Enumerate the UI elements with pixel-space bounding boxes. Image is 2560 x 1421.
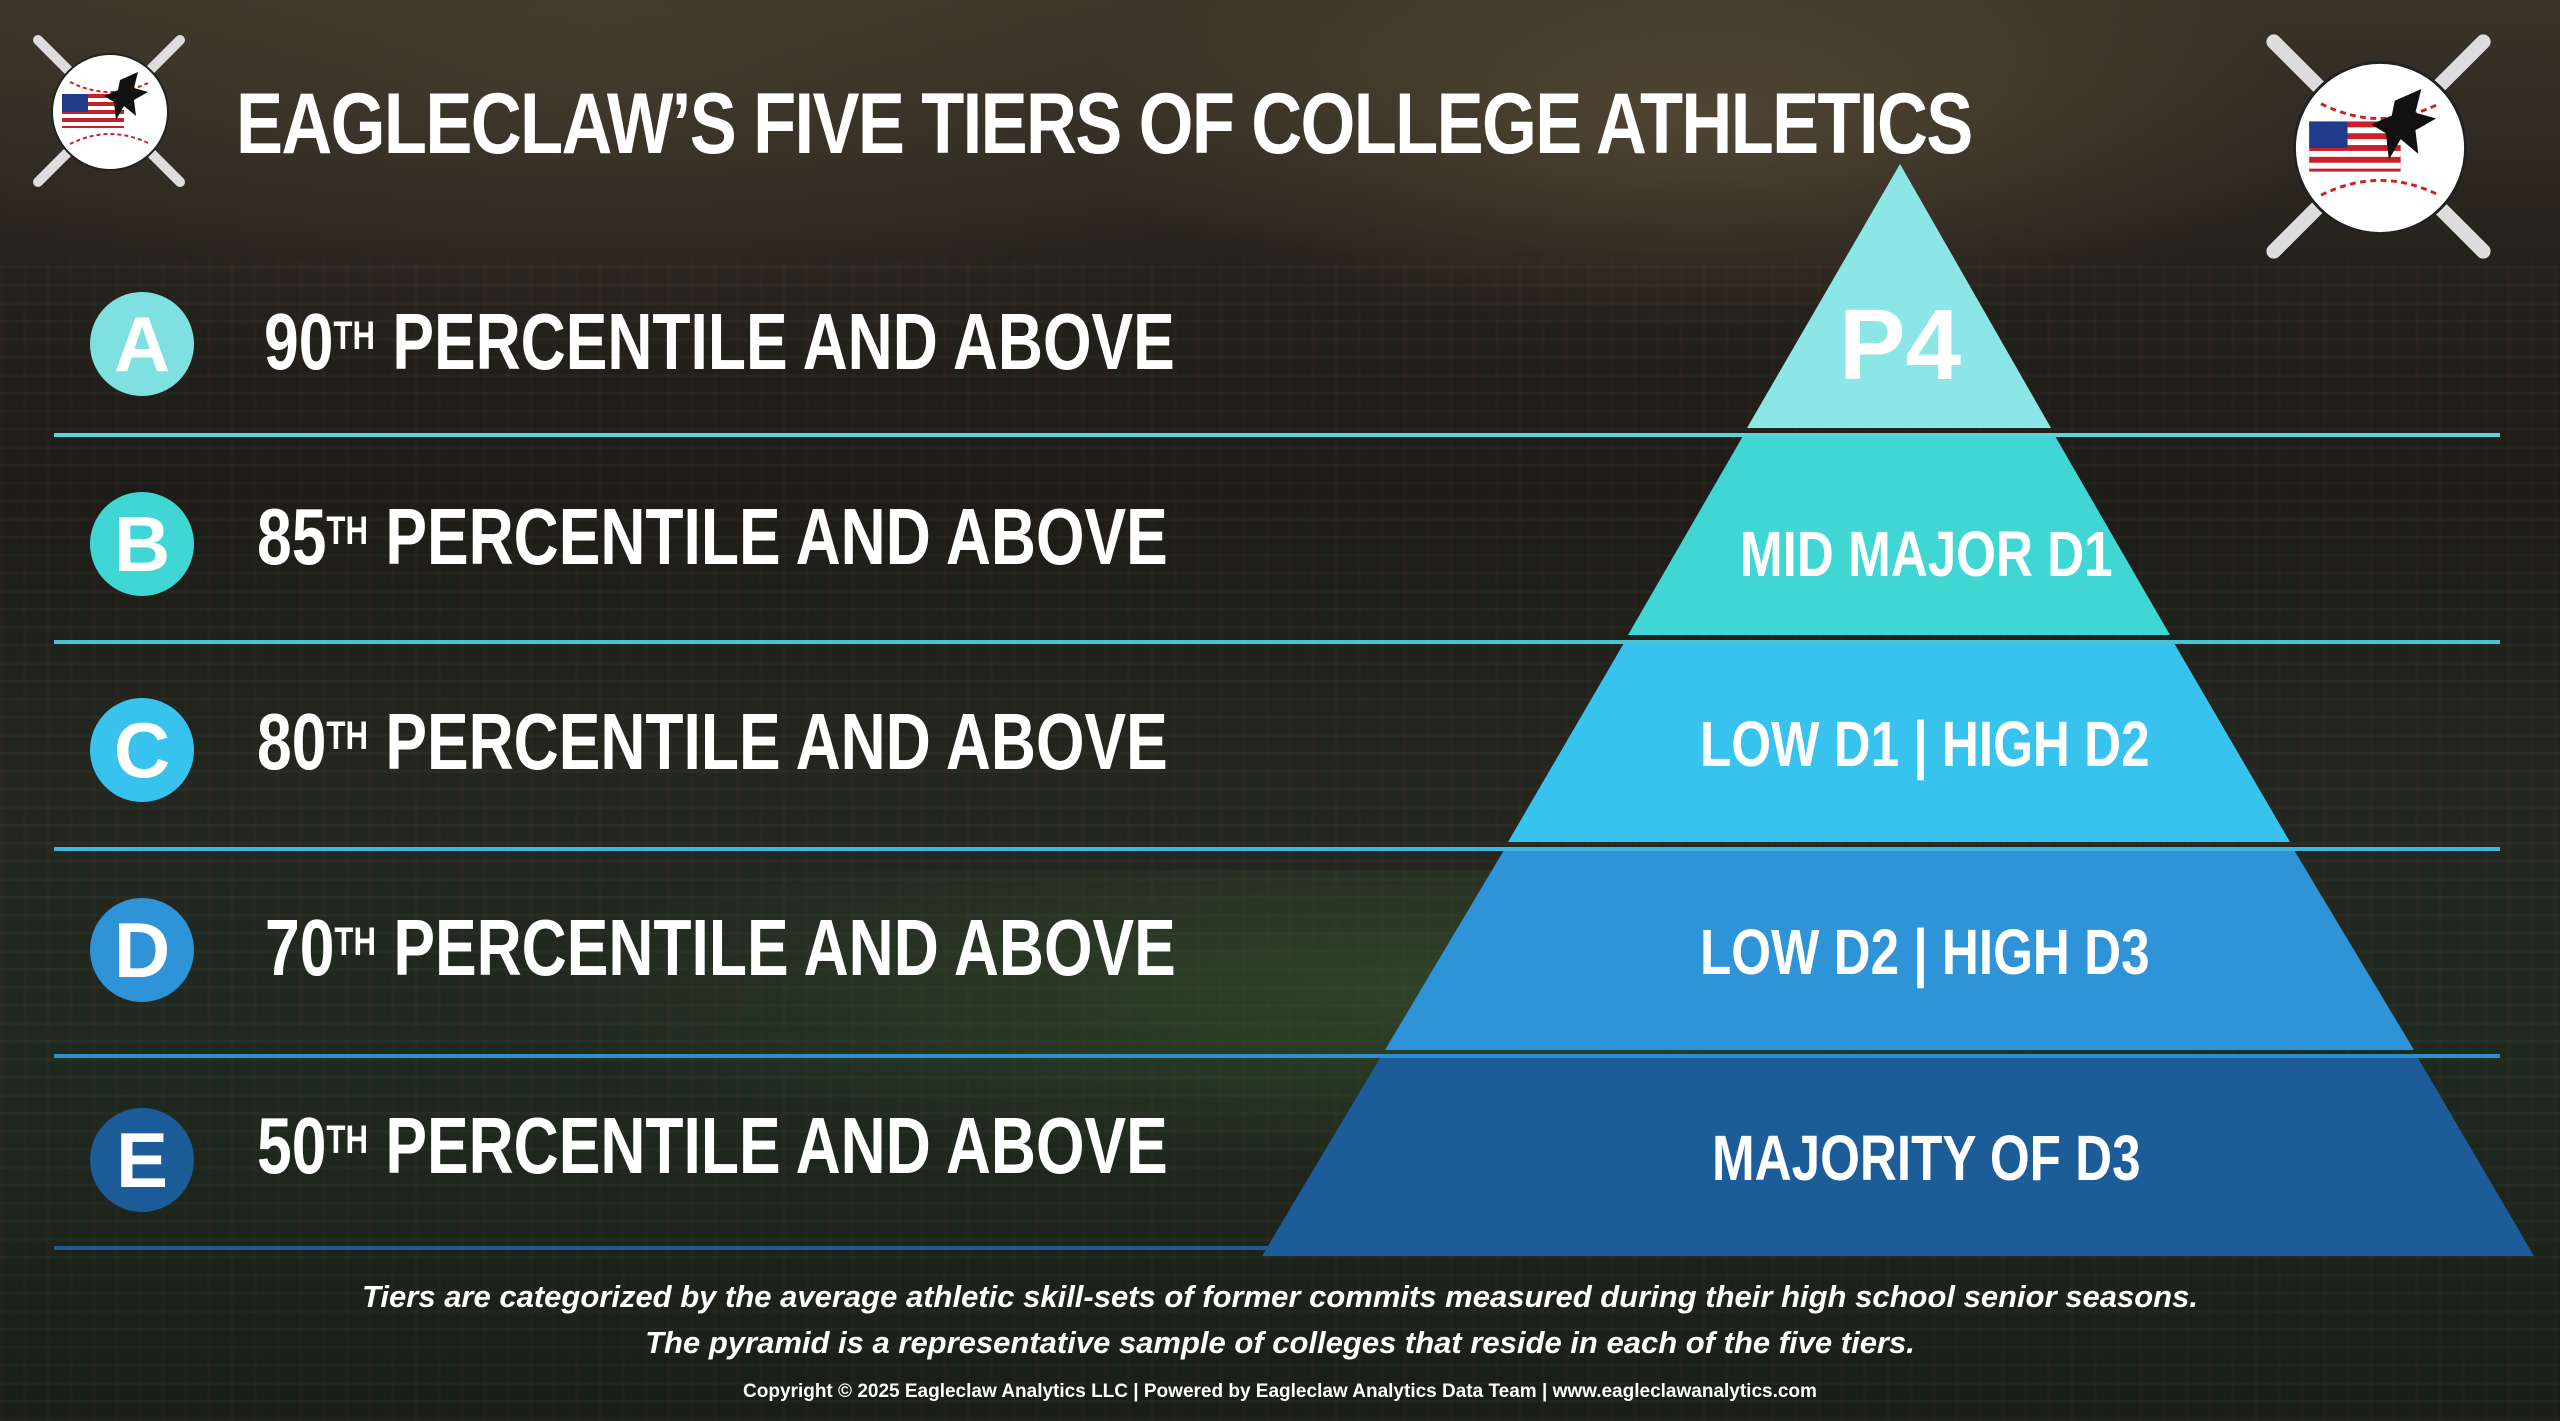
tier-d-label: PERCENTILE AND ABOVE <box>376 903 1176 992</box>
tier-d-percentile: 70TH PERCENTILE AND ABOVE <box>265 898 1176 998</box>
eagleclaw-logo-right <box>2266 34 2491 259</box>
tier-badge-b: B <box>90 492 194 596</box>
tier-e-label: PERCENTILE AND ABOVE <box>368 1101 1168 1190</box>
tier-a-percentile: 90TH PERCENTILE AND ABOVE <box>264 292 1175 392</box>
pyramid-label-b: MID MAJOR D1 <box>1740 518 2113 590</box>
copyright-text: Copyright © 2025 Eagleclaw Analytics LLC… <box>743 1381 1817 1402</box>
pyramid-label-d: LOW D2 | HIGH D3 <box>1700 916 2150 988</box>
tier-b-number: 85 <box>257 492 327 581</box>
eagleclaw-logo-left <box>33 35 185 187</box>
tier-c-ordinal: TH <box>326 714 369 758</box>
caption-line-2: The pyramid is a representative sample o… <box>645 1325 1915 1360</box>
tier-divider <box>54 847 2500 851</box>
tier-badge-e: E <box>90 1108 194 1212</box>
tier-c-label: PERCENTILE AND ABOVE <box>368 697 1168 786</box>
tier-e-percentile: 50TH PERCENTILE AND ABOVE <box>257 1096 1168 1196</box>
tier-d-number: 70 <box>265 903 335 992</box>
pyramid-label-a: P4 <box>1838 289 1962 401</box>
pyramid-label-e: MAJORITY OF D3 <box>1712 1122 2141 1194</box>
pyramid-tier-b <box>1628 436 2170 635</box>
tier-b-label: PERCENTILE AND ABOVE <box>368 492 1168 581</box>
tier-divider <box>54 1246 2500 1250</box>
pyramid-tier-e <box>1262 1058 2534 1256</box>
tier-divider <box>54 1054 2500 1058</box>
tier-a-ordinal: TH <box>333 314 376 358</box>
pyramid-label-c: LOW D1 | HIGH D2 <box>1700 708 2150 780</box>
tier-divider <box>54 640 2500 644</box>
tier-divider <box>54 433 2500 437</box>
tier-badge-d: D <box>90 898 194 1002</box>
tier-e-number: 50 <box>257 1101 327 1190</box>
tier-b-percentile: 85TH PERCENTILE AND ABOVE <box>257 487 1168 587</box>
pyramid-tier-d <box>1385 850 2414 1050</box>
tier-b-ordinal: TH <box>326 509 369 553</box>
tier-a-number: 90 <box>264 297 334 386</box>
tier-badge-a: A <box>90 292 194 396</box>
tier-d-ordinal: TH <box>334 920 377 964</box>
tier-e-ordinal: TH <box>326 1118 369 1162</box>
tier-badge-c: C <box>90 698 194 802</box>
tier-a-label: PERCENTILE AND ABOVE <box>375 297 1175 386</box>
pyramid-tier-a <box>1747 164 2051 428</box>
caption-line-1: Tiers are categorized by the average ath… <box>362 1279 2198 1314</box>
pyramid-tier-c <box>1508 643 2290 842</box>
tier-c-percentile: 80TH PERCENTILE AND ABOVE <box>257 692 1168 792</box>
tier-c-number: 80 <box>257 697 327 786</box>
